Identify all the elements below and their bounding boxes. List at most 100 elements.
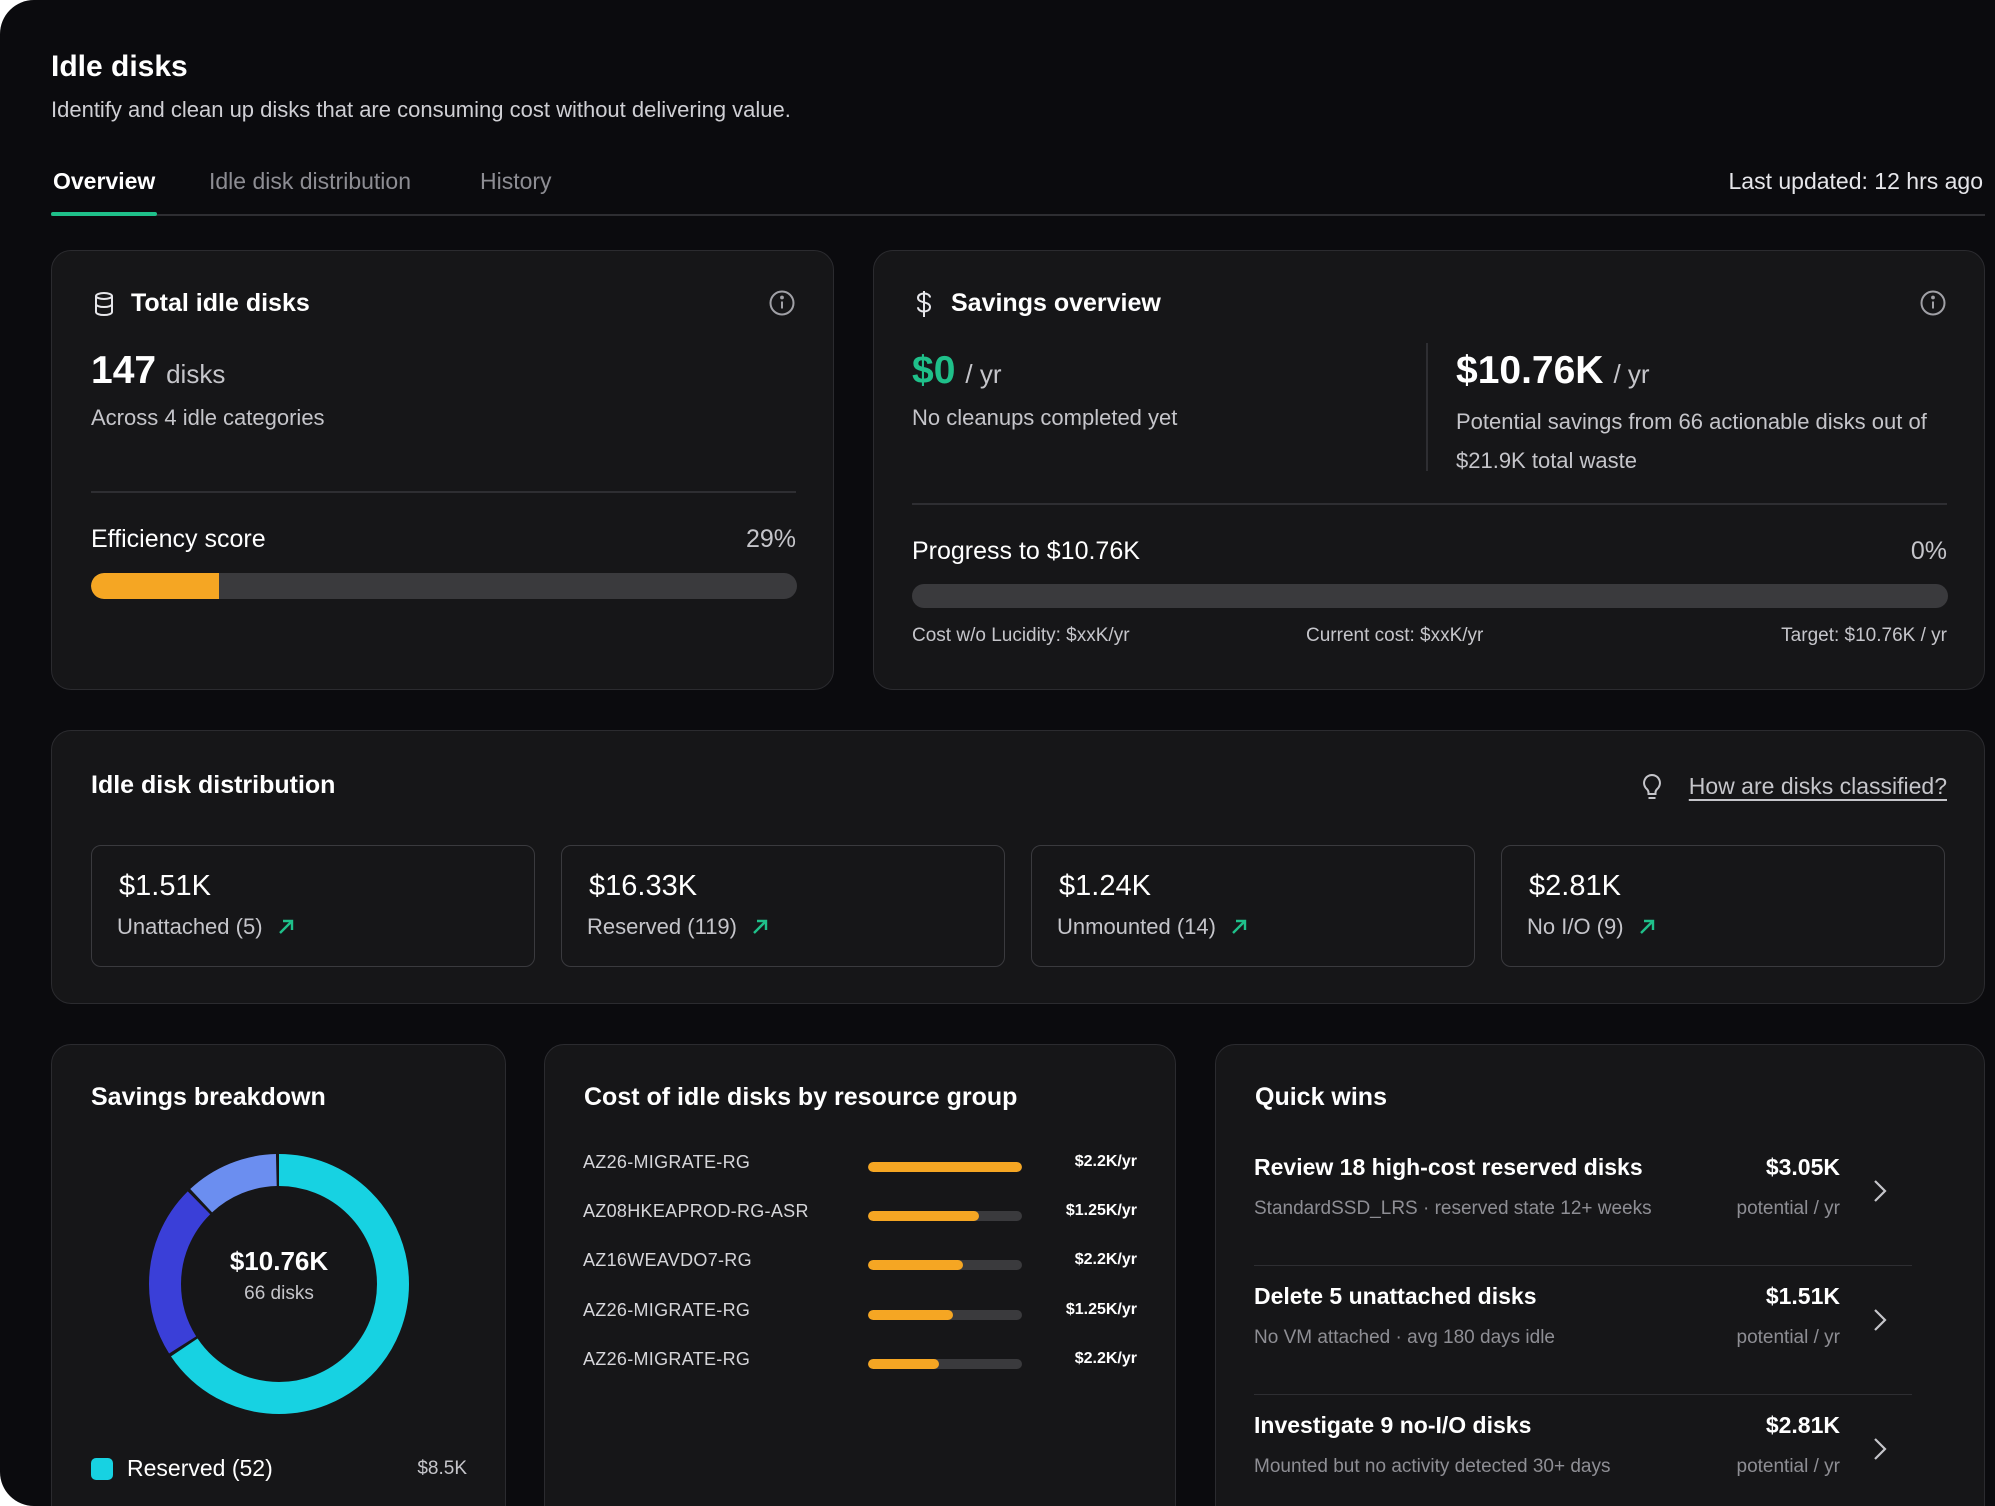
donut-center-label: 66 disks <box>244 1283 314 1304</box>
dist-card-unmounted[interactable]: $1.24K Unmounted (14) <box>1031 845 1475 967</box>
active-tab-indicator <box>51 212 157 216</box>
resource-group-value: $2.2K/yr <box>1074 1153 1137 1170</box>
dist-value: $16.33K <box>589 870 698 902</box>
progress-bar <box>912 584 1948 608</box>
quick-win-amount: $1.51K <box>1765 1283 1840 1309</box>
resource-group-row[interactable]: AZ26-MIGRATE-RG $2.2K/yr <box>583 1150 1137 1180</box>
resource-group-value: $1.25K/yr <box>1065 1301 1137 1318</box>
chevron-right-icon[interactable] <box>1872 1436 1888 1462</box>
resource-group-row[interactable]: AZ16WEAVDO7-RG $2.2K/yr <box>583 1248 1137 1278</box>
card-title: Savings overview <box>951 289 1161 317</box>
quick-win-title: Review 18 high-cost reserved disks <box>1254 1154 1643 1180</box>
card-title: Quick wins <box>1255 1083 1387 1111</box>
total-idle-disks-card: Total idle disks 147 disks Across 4 idle… <box>51 250 834 690</box>
legend-swatch-reserved <box>91 1458 113 1480</box>
donut-segment-2[interactable] <box>149 1154 409 1414</box>
resource-group-row[interactable]: AZ08HKEAPROD-RG-ASR $1.25K/yr <box>583 1199 1137 1229</box>
dist-label: Reserved (119) <box>587 914 769 940</box>
quick-win-item[interactable]: Delete 5 unattached disks No VM attached… <box>1254 1267 1912 1395</box>
quick-win-item[interactable]: Review 18 high-cost reserved disks Stand… <box>1254 1138 1912 1266</box>
dist-value: $2.81K <box>1529 870 1621 902</box>
card-title: Total idle disks <box>131 289 310 317</box>
quick-wins-card: Quick wins <box>1215 1044 1985 1506</box>
quick-win-period: potential / yr <box>1736 1456 1841 1477</box>
divider <box>912 503 1947 505</box>
quick-win-desc: No VM attached · avg 180 days idle <box>1254 1327 1556 1348</box>
tab-idle-disk-distribution[interactable]: Idle disk distribution <box>209 168 411 194</box>
legend-amount-reserved: $8.5K <box>417 1458 467 1479</box>
idle-count: 147 disks <box>91 349 225 393</box>
resource-group-name: AZ08HKEAPROD-RG-ASR <box>583 1201 809 1221</box>
page-subtitle: Identify and clean up disks that are con… <box>51 97 791 122</box>
donut-segment-reserved[interactable] <box>149 1154 409 1414</box>
arrow-up-right-icon <box>277 918 295 936</box>
quick-win-desc: StandardSSD_LRS · reserved state 12+ wee… <box>1254 1198 1652 1219</box>
resource-group-bar-fill <box>868 1260 964 1270</box>
info-icon[interactable] <box>768 289 796 317</box>
progress-label: Progress to $10.76K <box>912 537 1140 565</box>
divider <box>1254 1264 1912 1266</box>
dist-card-no-io[interactable]: $2.81K No I/O (9) <box>1501 845 1945 967</box>
idle-caption: Across 4 idle categories <box>91 405 325 430</box>
potential-savings-value: $10.76K <box>1456 349 1604 392</box>
info-icon[interactable] <box>1919 289 1947 317</box>
quick-win-period: potential / yr <box>1736 1327 1841 1348</box>
potential-caption: Potential savings from 66 actionable dis… <box>1456 409 1927 473</box>
how-classified-link[interactable]: How are disks classified? <box>1688 773 1947 799</box>
tabs-divider <box>51 214 1985 216</box>
resource-group-row[interactable]: AZ26-MIGRATE-RG $1.25K/yr <box>583 1298 1137 1328</box>
resource-group-bar <box>868 1162 1022 1172</box>
dist-value: $1.24K <box>1059 870 1151 902</box>
realized-savings-value: $0 <box>912 349 956 392</box>
dist-label-text: Unattached (5) <box>117 914 263 939</box>
dist-label: Unmounted (14) <box>1057 914 1248 940</box>
quick-win-amount: $2.81K <box>1765 1412 1840 1438</box>
tab-overview[interactable]: Overview <box>53 168 156 194</box>
dist-card-unattached[interactable]: $1.51K Unattached (5) <box>91 845 535 967</box>
efficiency-value: 29% <box>745 525 796 553</box>
savings-breakdown-card: Savings breakdown <box>51 1044 506 1506</box>
quick-win-period: potential / yr <box>1736 1198 1841 1219</box>
efficiency-bar-fill <box>91 573 220 599</box>
chevron-right-icon[interactable] <box>1872 1307 1888 1333</box>
resource-group-cost-card: Cost of idle disks by resource group <box>544 1044 1176 1506</box>
quick-win-item[interactable]: Investigate 9 no-I/O disks Mounted but n… <box>1254 1396 1912 1506</box>
dist-card-reserved[interactable]: $16.33K Reserved (119) <box>561 845 1005 967</box>
resource-group-bar-fill <box>868 1310 953 1320</box>
dist-label-text: Reserved (119) <box>587 914 737 939</box>
arrow-up-right-icon <box>1230 918 1248 936</box>
dist-label-text: No I/O (9) <box>1527 914 1624 939</box>
resource-group-bar <box>868 1211 1022 1221</box>
resource-group-bar <box>868 1310 1022 1320</box>
card-title: Cost of idle disks by resource group <box>584 1083 1018 1111</box>
current-cost: Current cost: $xxK/yr <box>1306 625 1484 646</box>
potential-savings: $10.76K / yr <box>1456 349 1650 393</box>
donut-center-value: $10.76K <box>229 1246 329 1276</box>
resource-group-value: $2.2K/yr <box>1074 1350 1137 1367</box>
resource-group-value: $2.2K/yr <box>1074 1251 1137 1268</box>
resource-group-name: AZ26-MIGRATE-RG <box>583 1349 751 1369</box>
potential-savings-unit: / yr <box>1613 359 1650 389</box>
database-icon <box>92 291 116 317</box>
quick-win-desc: Mounted but no activity detected 30+ day… <box>1254 1456 1611 1477</box>
chevron-right-icon[interactable] <box>1872 1178 1888 1204</box>
card-title: Savings breakdown <box>91 1083 326 1111</box>
resource-group-name: AZ26-MIGRATE-RG <box>583 1300 751 1320</box>
realized-caption: No cleanups completed yet <box>912 405 1178 430</box>
resource-group-name: AZ26-MIGRATE-RG <box>583 1152 751 1172</box>
last-updated: Last updated: 12 hrs ago <box>1728 168 1983 194</box>
target-cost: Target: $10.76K / yr <box>1781 625 1947 646</box>
quick-win-title: Delete 5 unattached disks <box>1254 1283 1537 1309</box>
tab-history[interactable]: History <box>480 168 552 194</box>
quick-win-amount: $3.05K <box>1765 1154 1840 1180</box>
realized-savings: $0 / yr <box>912 349 1002 393</box>
resource-group-row[interactable]: AZ26-MIGRATE-RG $2.2K/yr <box>583 1347 1137 1377</box>
resource-group-bar <box>868 1260 1022 1270</box>
resource-group-bar-fill <box>868 1162 1022 1172</box>
arrow-up-right-icon <box>1638 918 1656 936</box>
realized-savings-unit: / yr <box>965 359 1002 389</box>
savings-overview-card: Savings overview $0 / yr No cleanups com… <box>873 250 1985 690</box>
resource-group-value: $1.25K/yr <box>1065 1202 1137 1219</box>
efficiency-bar <box>91 573 797 599</box>
